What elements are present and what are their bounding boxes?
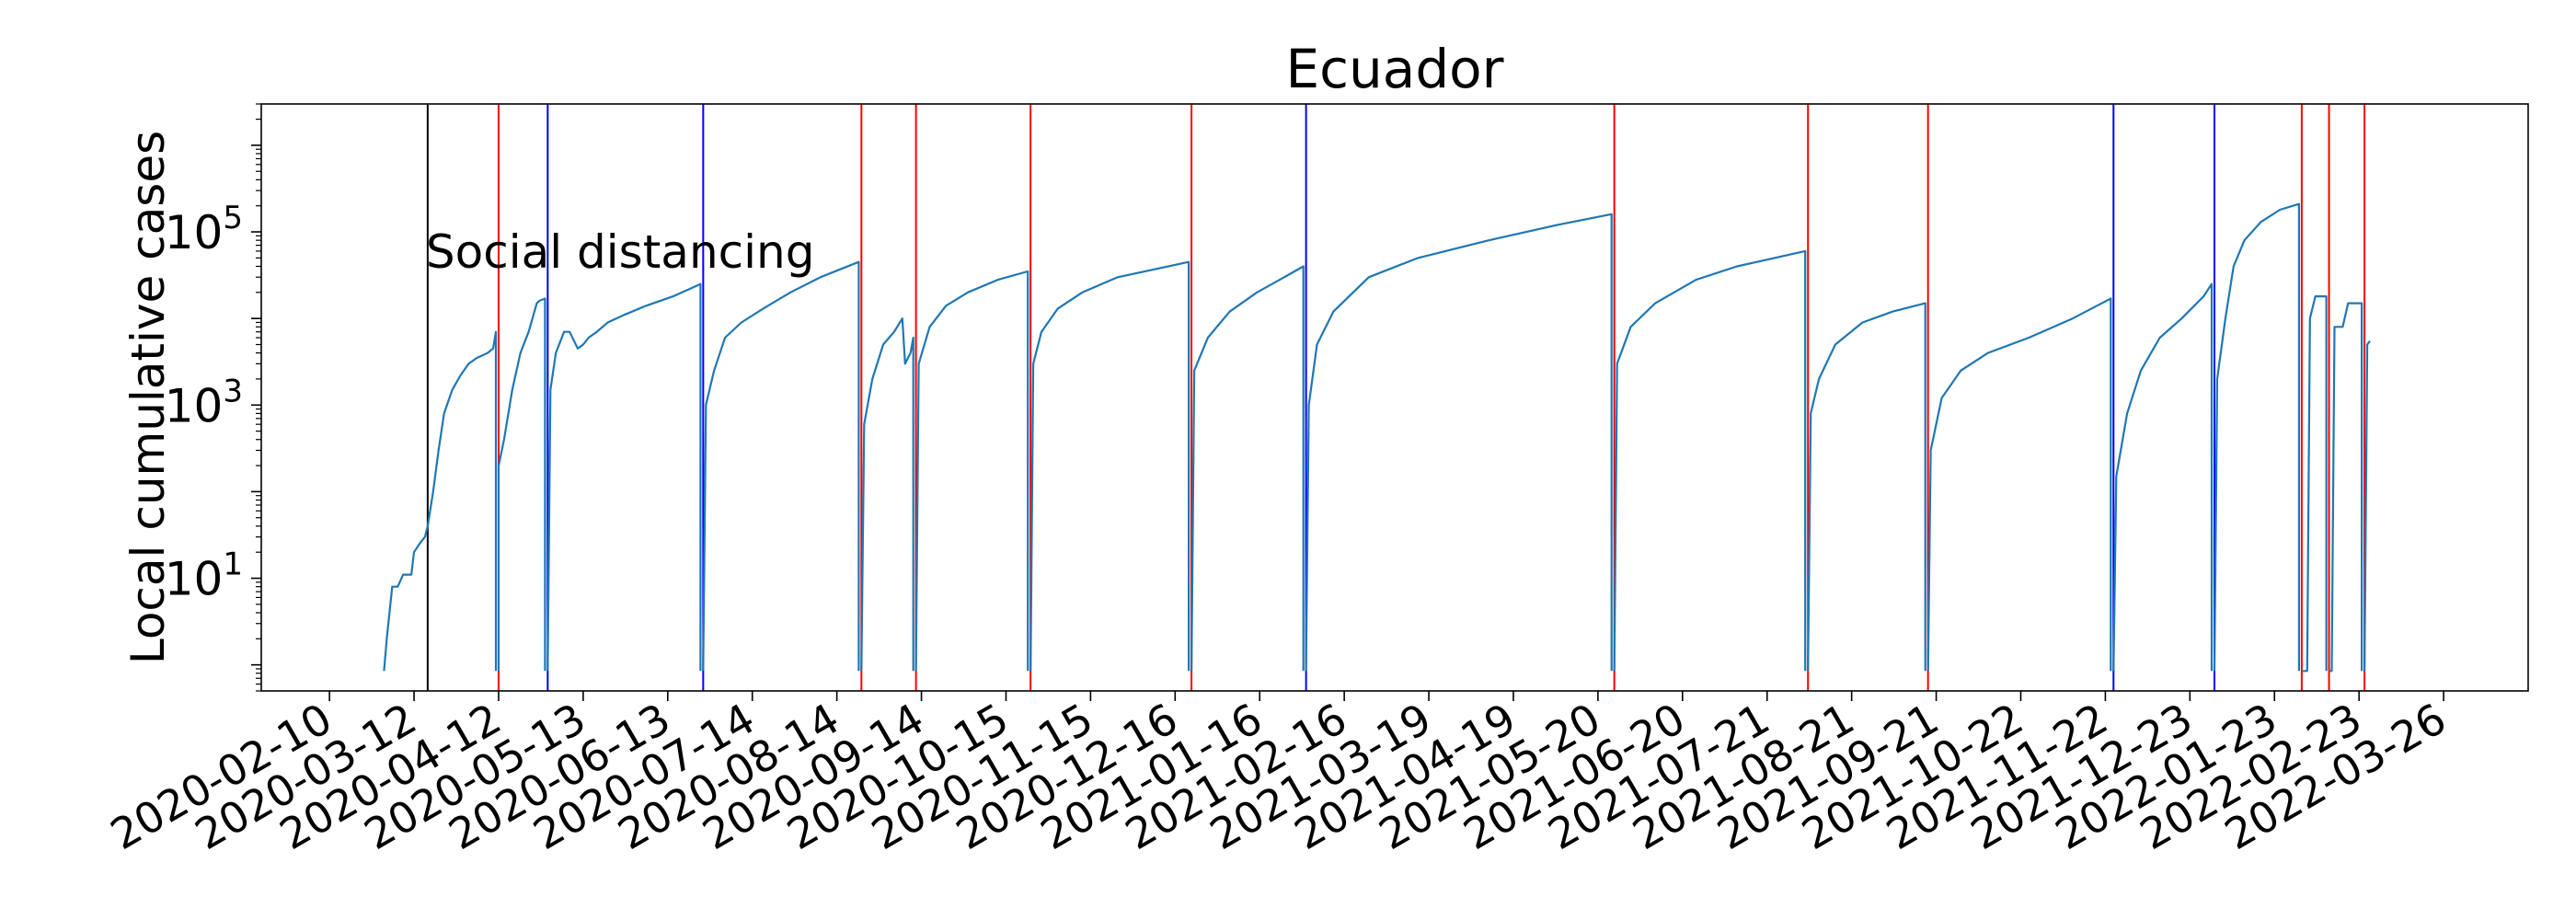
- y-axis-label: Local cumulative cases: [121, 131, 175, 664]
- series-segment-3: [702, 260, 860, 672]
- y-tick-label: 105: [165, 200, 243, 259]
- y-tick-label: 103: [165, 373, 243, 432]
- series-segment-12: [2112, 282, 2214, 672]
- y-axis: 101 103 105: [165, 103, 261, 692]
- series-segment-8: [1305, 213, 1613, 672]
- plot-area: [383, 104, 2371, 691]
- series-segment-13: [2213, 202, 2300, 672]
- series-segment-14: [2301, 295, 2328, 673]
- annotation-social-distancing: Social distancing: [426, 225, 815, 279]
- series-segment-10: [1807, 302, 1926, 672]
- chart-title: Ecuador: [1286, 38, 1504, 100]
- series-segment-0: [383, 330, 498, 672]
- series-segment-6: [1029, 260, 1190, 672]
- plot-frame: [260, 103, 2529, 692]
- series-segment-9: [1613, 249, 1807, 672]
- series-segment-1: [497, 297, 546, 672]
- series-segment-4: [860, 317, 914, 672]
- series-segment-2: [546, 282, 702, 672]
- y-tick-label: 101: [165, 546, 243, 606]
- series-segment-5: [914, 270, 1029, 672]
- series-segment-15: [2329, 302, 2363, 673]
- series-segment-11: [1926, 297, 2112, 672]
- x-axis: 2020-02-102020-03-122020-04-122020-05-13…: [102, 691, 2455, 859]
- series-segment-7: [1190, 265, 1305, 672]
- series-segment-16: [2363, 339, 2371, 672]
